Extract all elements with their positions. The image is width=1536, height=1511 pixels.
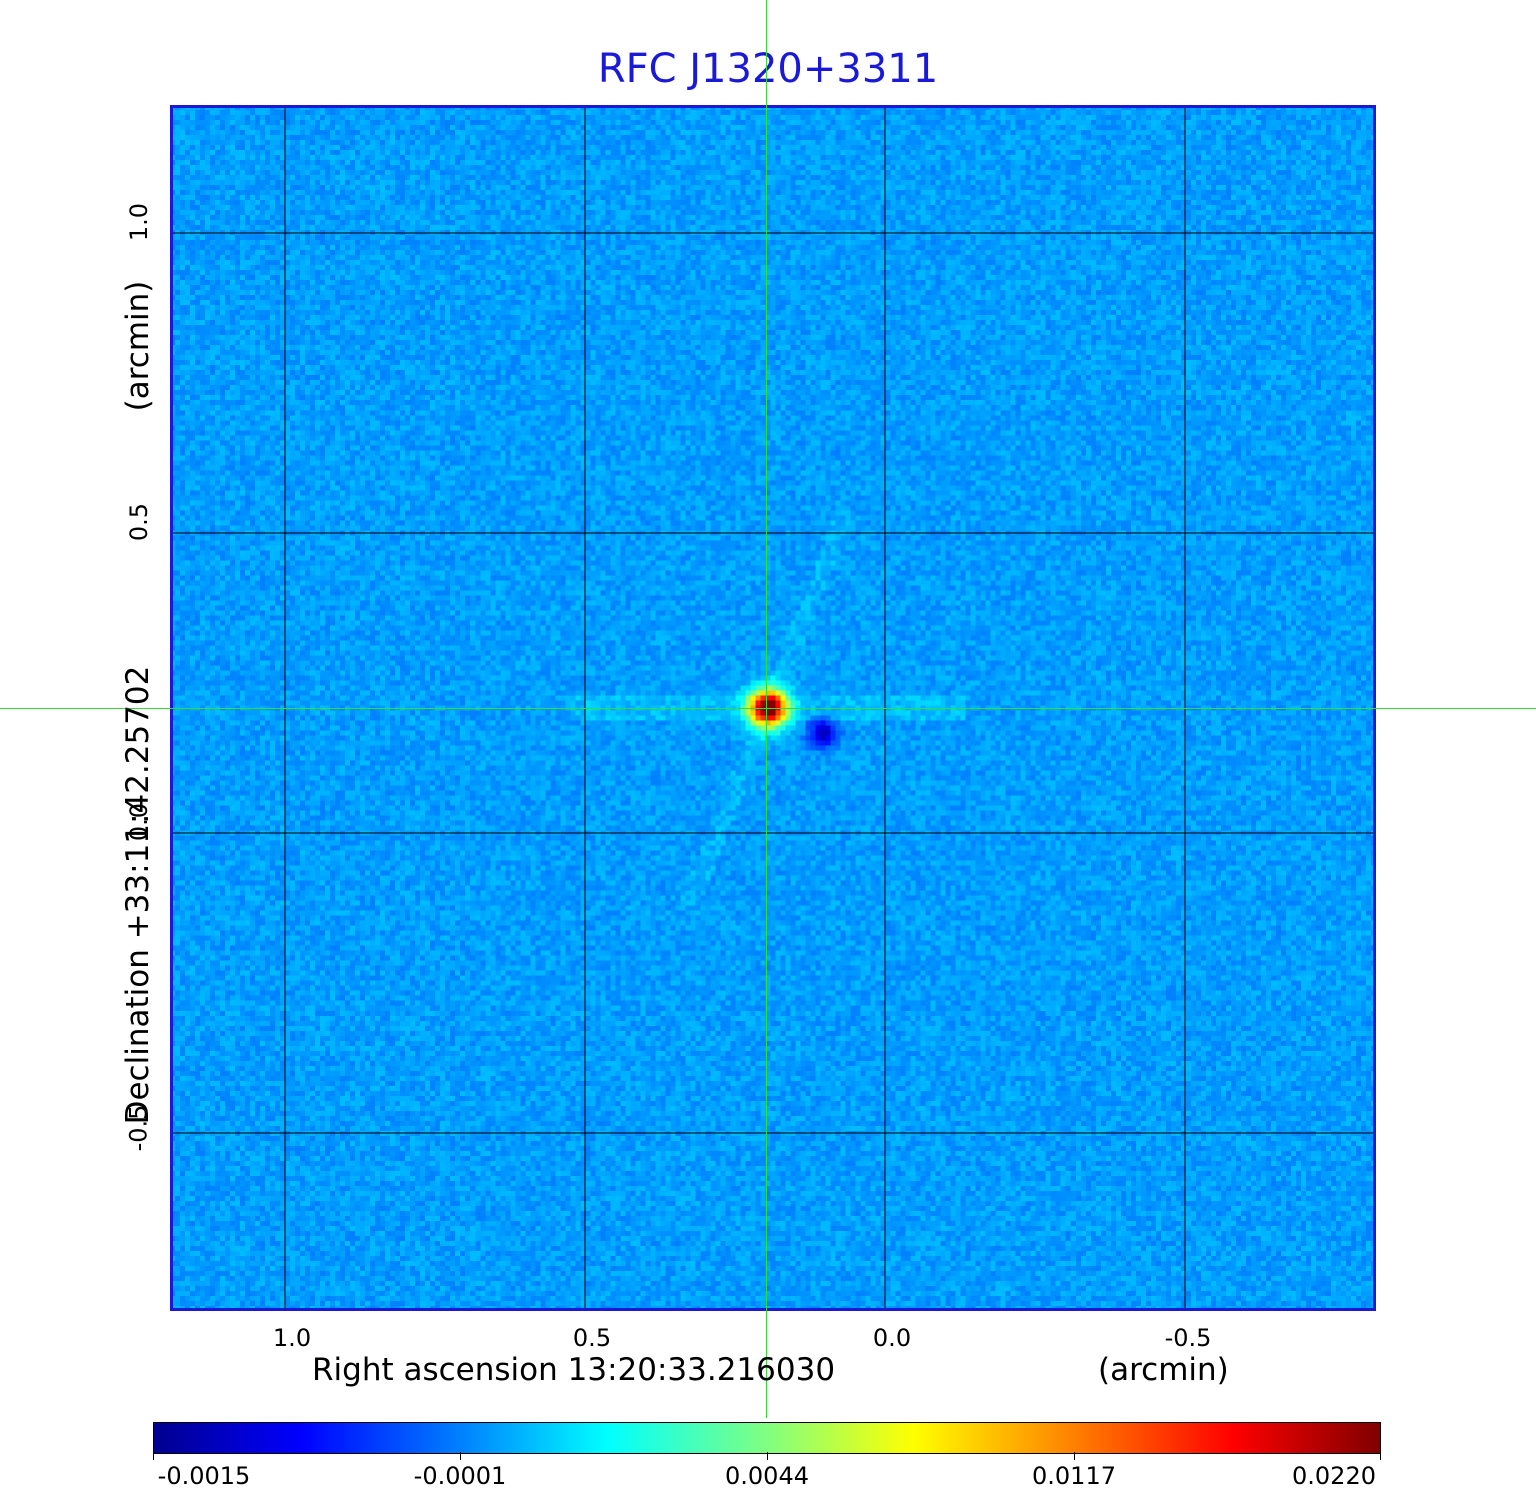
colorbar-tick-mark — [460, 1452, 461, 1460]
colorbar-tick-label: -0.0015 — [157, 1462, 251, 1490]
x-tick-label: 1.0 — [272, 1324, 312, 1352]
colorbar-tick-label: -0.0001 — [413, 1462, 507, 1490]
x-tick-label: -0.5 — [1164, 1324, 1212, 1352]
colorbar-tick-mark — [153, 1452, 154, 1460]
x-axis-label: Right ascension 13:20:33.216030 — [312, 1352, 836, 1388]
colorbar-tick-label: 0.0220 — [1292, 1462, 1376, 1490]
crosshair-horizontal — [0, 708, 1536, 709]
y-tick-label: 0.0 — [125, 802, 154, 842]
y-tick-label: -0.5 — [124, 1104, 153, 1152]
colorbar-tick-mark — [1380, 1452, 1381, 1460]
colorbar — [153, 1422, 1381, 1454]
x-tick-label: 0.0 — [872, 1324, 912, 1352]
colorbar-tick-mark — [1074, 1452, 1075, 1460]
colorbar-tick-label: 0.0117 — [1032, 1462, 1116, 1490]
x-axis-unit: (arcmin) — [1098, 1352, 1229, 1388]
y-axis-label: Declination +33:11:42.25702 — [120, 665, 156, 1125]
colorbar-tick-mark — [767, 1452, 768, 1460]
x-tick-label: 0.5 — [572, 1324, 612, 1352]
y-axis-unit: (arcmin) — [120, 280, 156, 412]
y-tick-label: 1.0 — [125, 202, 154, 242]
colorbar-tick-label: 0.0044 — [725, 1462, 809, 1490]
y-tick-label: 0.5 — [125, 502, 154, 542]
map-title: RFC J1320+3311 — [597, 46, 939, 92]
crosshair-vertical — [766, 0, 767, 1418]
